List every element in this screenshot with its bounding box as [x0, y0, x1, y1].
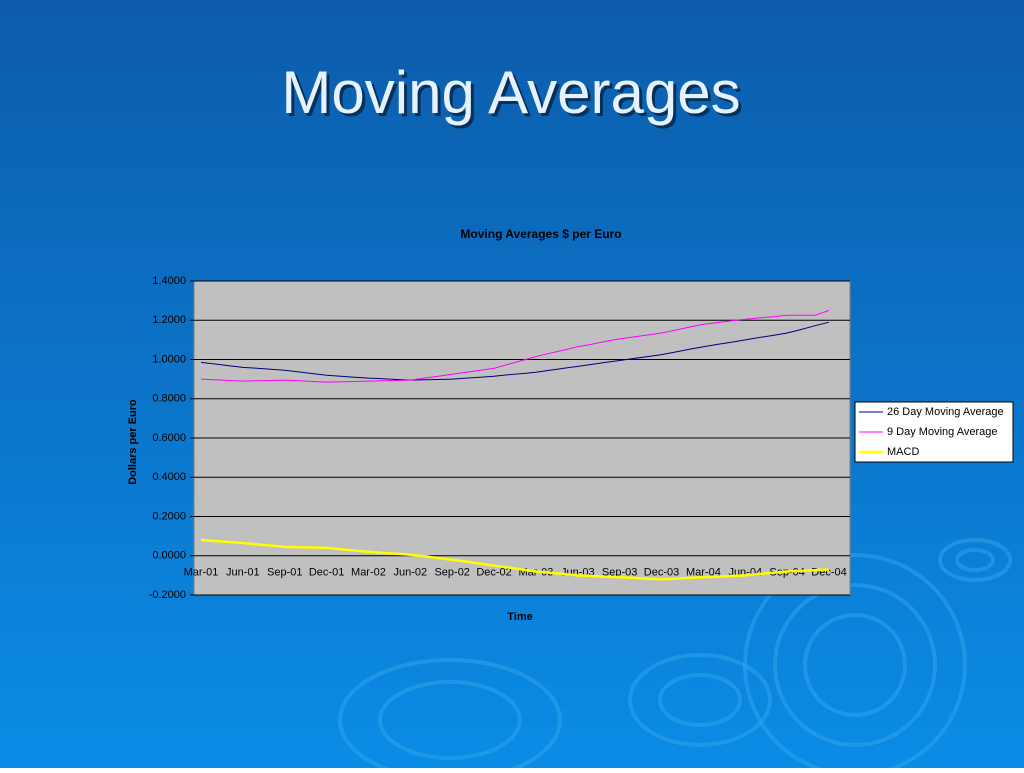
y-tick-label: 0.4000 [152, 471, 186, 483]
x-tick-label: Sep-01 [267, 567, 302, 579]
slide-title-shadow: Moving Averages [284, 62, 743, 129]
decoration [338, 538, 1012, 773]
x-axis-label: Time [507, 611, 532, 623]
series-line [200, 538, 830, 581]
y-tick-label: -0.2000 [149, 589, 186, 601]
x-tick-label: Mar-01 [184, 567, 219, 579]
x-tick-label: Jun-01 [226, 567, 260, 579]
slide-title: Moving Averages [281, 59, 740, 126]
x-tick-label: Mar-04 [686, 567, 721, 579]
y-tick-label: 0.8000 [152, 393, 186, 405]
legend-label: MACD [887, 446, 919, 458]
y-tick-label: 1.4000 [152, 275, 186, 287]
x-tick-label: Sep-03 [602, 567, 637, 579]
x-tick-label: Dec-01 [309, 567, 344, 579]
y-axis-label: Dollars per Euro [127, 399, 139, 485]
x-tick-label: Jun-02 [394, 567, 428, 579]
y-tick-label: 0.0000 [152, 550, 186, 562]
legend-label: 26 Day Moving Average [887, 406, 1004, 418]
x-tick-label: Dec-04 [811, 567, 846, 579]
y-tick-label: 1.2000 [152, 314, 186, 326]
x-tick-label: Dec-02 [476, 567, 511, 579]
series-line [200, 309, 830, 383]
y-tick-label: 1.0000 [152, 353, 186, 365]
chart-title: Moving Averages $ per Euro [460, 227, 621, 241]
legend-label: 9 Day Moving Average [887, 426, 997, 438]
x-tick-label: Sep-02 [434, 567, 469, 579]
series-line [200, 321, 830, 381]
x-tick-label: Dec-03 [644, 567, 679, 579]
y-tick-label: 0.2000 [152, 510, 186, 522]
y-tick-label: 0.6000 [152, 432, 186, 444]
x-tick-label: Mar-02 [351, 567, 386, 579]
